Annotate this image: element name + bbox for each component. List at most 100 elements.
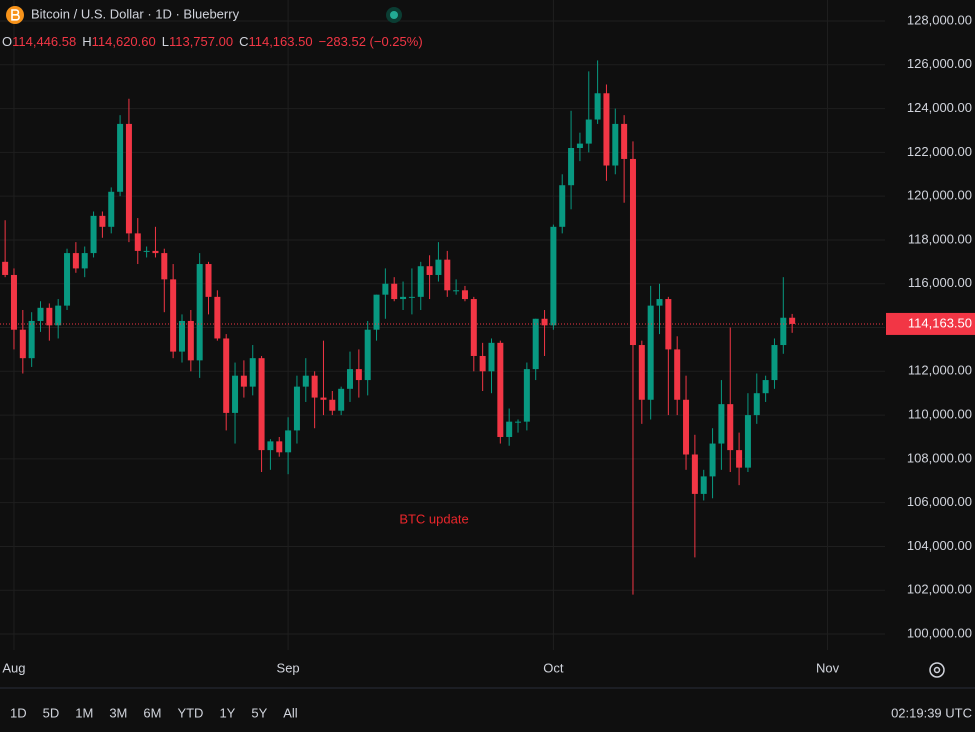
candle-body <box>391 283 398 300</box>
ohlc-prefix: O <box>2 34 12 49</box>
ohlc-value: 114,620.60 <box>92 34 156 49</box>
y-tick-label: 122,000.00 <box>907 144 972 159</box>
candle-body <box>727 404 734 451</box>
y-tick-label: 120,000.00 <box>907 188 972 203</box>
candle-body <box>347 369 354 389</box>
candle-body <box>744 415 751 468</box>
range-button[interactable]: 1M <box>75 705 93 720</box>
candle-body <box>170 279 177 352</box>
ohlc-value: 114,163.50 <box>248 34 312 49</box>
candle-body <box>293 386 300 431</box>
range-button[interactable]: All <box>283 705 298 720</box>
candle-body <box>214 296 221 339</box>
candle-body <box>656 299 663 306</box>
range-button[interactable]: 1Y <box>219 705 235 720</box>
candle-body <box>488 342 495 372</box>
candle-body <box>81 253 88 269</box>
candle-body <box>134 233 141 251</box>
candle-body <box>338 388 345 411</box>
candle-body <box>568 147 575 186</box>
candle-body <box>576 143 583 148</box>
ohlc-value: 113,757.00 <box>169 34 233 49</box>
candle-body <box>72 253 79 269</box>
coin-glyph <box>11 9 20 21</box>
range-button[interactable]: 6M <box>143 705 161 720</box>
last-price-tag <box>886 312 975 335</box>
candle-body <box>479 355 486 372</box>
candle-body <box>28 320 35 359</box>
candle-body <box>117 123 124 192</box>
candle-body <box>771 345 778 381</box>
bottom-bar: 1D 5D 1M 3M 6M YTD 1Y 5Y All 02:19:39 UTC <box>10 705 972 720</box>
candle-body <box>780 317 787 346</box>
candle-body <box>470 299 477 356</box>
range-button[interactable]: 3M <box>109 705 127 720</box>
candle-body <box>161 253 168 280</box>
last-price-label: 114,163.50 <box>908 315 972 330</box>
ohlc-legend: O114,446.58 H114,620.60 L113,757.00 C114,16… <box>2 34 423 49</box>
ohlc-prefix: C <box>239 34 248 49</box>
y-tick-label: 124,000.00 <box>907 100 972 115</box>
candle-body <box>99 215 106 227</box>
candle-body <box>603 93 610 166</box>
candle-body <box>559 185 566 227</box>
candle-body <box>426 266 433 275</box>
x-tick-label: Aug <box>2 660 25 675</box>
candle-body <box>408 296 415 298</box>
candle-body <box>46 307 53 326</box>
candle-body <box>267 441 274 451</box>
candle-body <box>311 375 318 398</box>
range-button[interactable]: 5Y <box>251 705 267 720</box>
candle-body <box>19 329 26 359</box>
candle-body <box>382 283 389 295</box>
candle-body <box>718 404 725 444</box>
candle-body <box>37 307 44 321</box>
y-tick-label: 104,000.00 <box>907 538 972 553</box>
candle-body <box>329 399 336 411</box>
candle-body <box>223 338 230 413</box>
candle-body <box>629 158 636 346</box>
y-tick-label: 118,000.00 <box>908 231 972 246</box>
ohlc-prefix: H <box>82 34 91 49</box>
candle-body <box>355 369 362 381</box>
candle-body <box>435 259 442 275</box>
candle-body <box>453 290 460 292</box>
candle-body <box>700 476 707 494</box>
candle-body <box>444 259 451 291</box>
settings-icon-center[interactable] <box>933 666 941 674</box>
settings-icon[interactable] <box>929 662 945 678</box>
y-tick-label: 116,000.00 <box>908 275 972 290</box>
candle-body <box>400 296 407 300</box>
candle-body <box>541 318 548 326</box>
candle-body <box>64 253 71 306</box>
candle-body <box>90 215 97 254</box>
candle-body <box>762 380 769 394</box>
x-tick-label: Oct <box>543 660 564 675</box>
candle-body <box>736 450 743 468</box>
candle-body <box>585 119 592 144</box>
candle-body <box>674 349 681 400</box>
range-button[interactable]: 5D <box>43 705 60 720</box>
candle-body <box>753 393 760 416</box>
candle-body <box>550 226 557 326</box>
x-tick-label: Sep <box>277 660 300 675</box>
candle-body <box>240 375 247 387</box>
candle-body <box>302 375 309 387</box>
candle-body <box>594 93 601 120</box>
candle-body <box>276 441 283 453</box>
range-button[interactable]: 1D <box>10 705 27 720</box>
candle-body <box>523 369 530 422</box>
candle-body <box>612 123 619 166</box>
y-tick-label: 112,000.00 <box>908 363 972 378</box>
ohlc-prefix: L <box>162 34 169 49</box>
candle-body <box>789 317 796 324</box>
candle-body <box>258 358 265 451</box>
candle-body <box>320 397 327 400</box>
candles <box>0 60 885 595</box>
candle-body <box>647 305 654 400</box>
x-tick-label: Nov <box>816 660 840 675</box>
range-button[interactable]: YTD <box>177 705 203 720</box>
candle-body <box>249 358 256 387</box>
